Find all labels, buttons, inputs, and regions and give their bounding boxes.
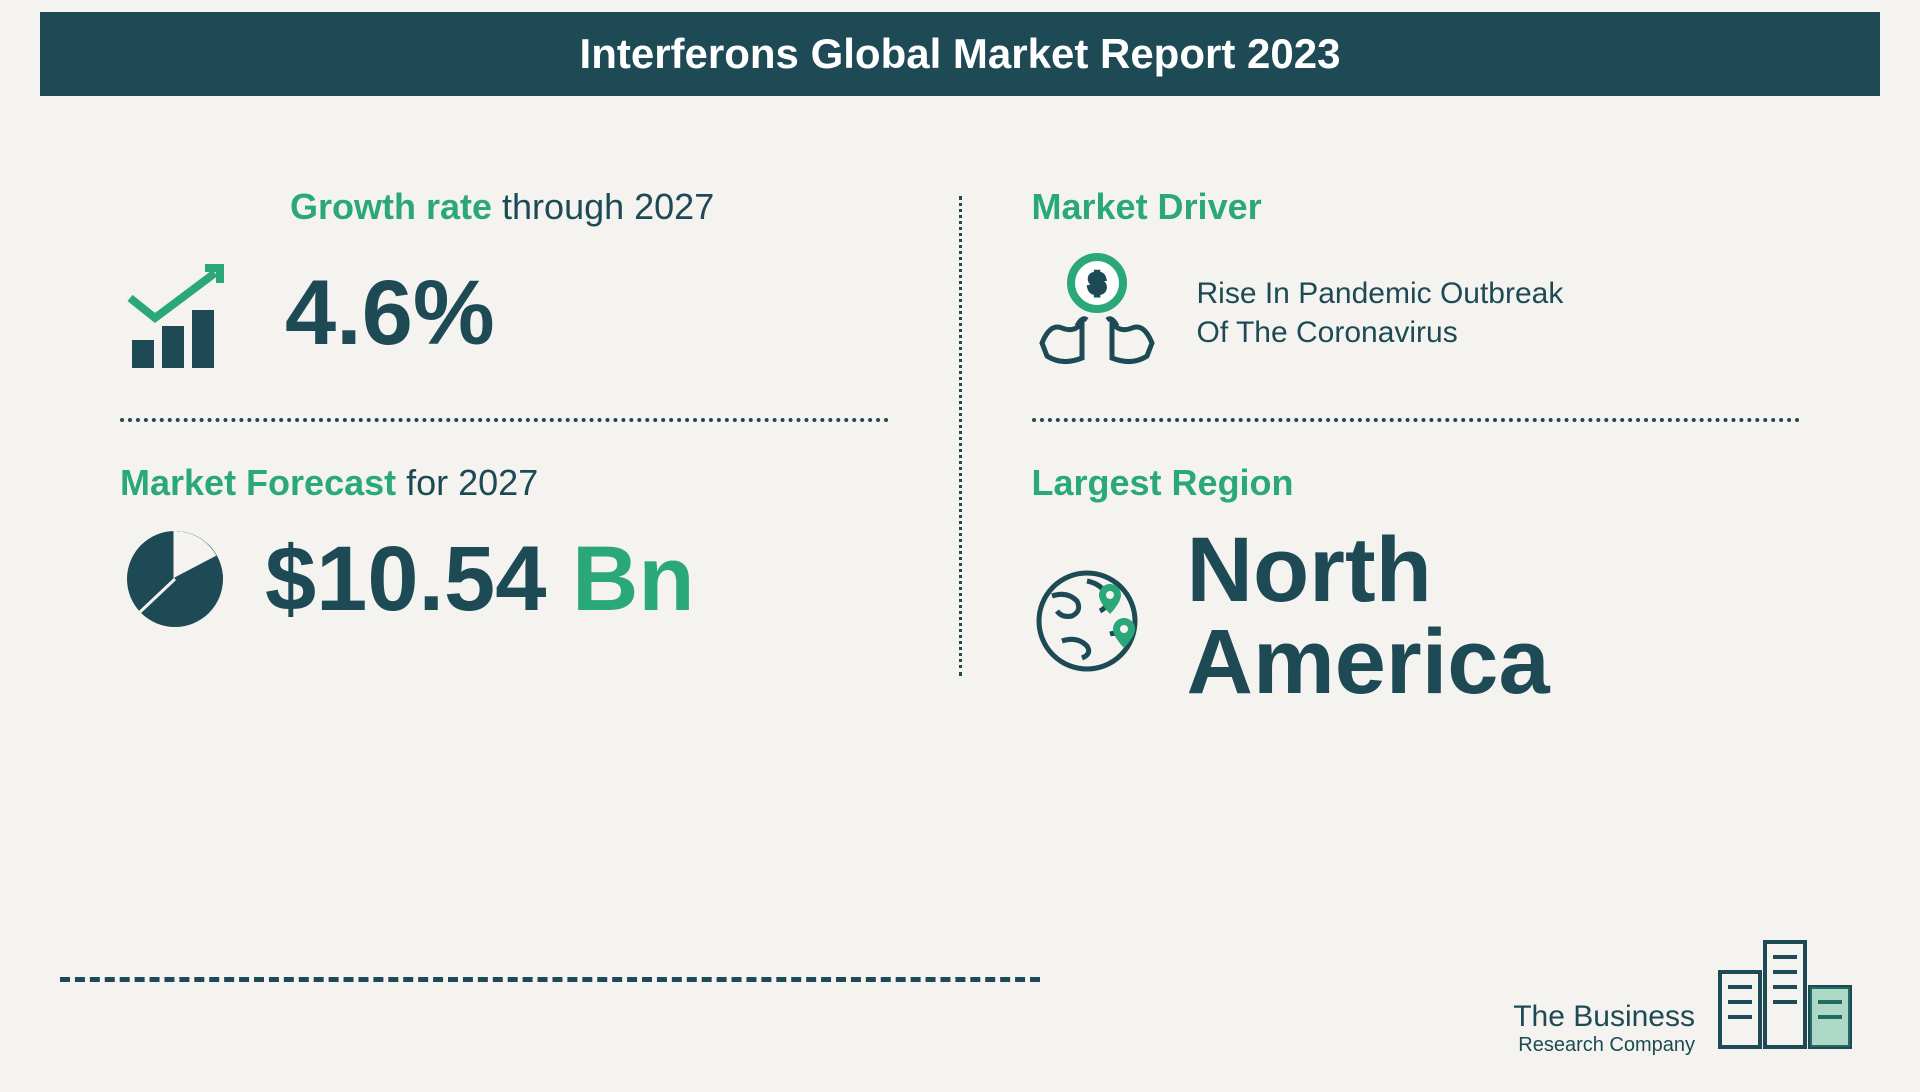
forecast-section: Market Forecast for 2027 $10.54 Bn (120, 462, 889, 634)
hands-coin-icon: $ (1032, 248, 1162, 378)
vertical-divider (959, 196, 962, 676)
growth-title: Growth rate through 2027 (290, 186, 889, 228)
left-column: Growth rate through 2027 4.6% (120, 186, 889, 738)
driver-title: Market Driver (1032, 186, 1801, 228)
forecast-value: $10.54 Bn (265, 533, 695, 625)
forecast-value-number: $10.54 (265, 528, 546, 630)
growth-label-accent: Growth rate (290, 186, 492, 227)
forecast-title: Market Forecast for 2027 (120, 462, 889, 504)
bottom-dashed-divider (60, 977, 1040, 982)
buildings-icon (1710, 932, 1860, 1057)
forecast-value-unit: Bn (546, 528, 694, 630)
region-title: Largest Region (1032, 462, 1801, 504)
region-value-line1: North (1187, 524, 1550, 616)
logo-area: The Business Research Company (1513, 932, 1860, 1057)
dotted-divider-left (120, 418, 889, 422)
logo-line2: Research Company (1513, 1034, 1695, 1057)
dotted-divider-right (1032, 418, 1801, 422)
forecast-label-accent: Market Forecast (120, 462, 396, 503)
region-value-line2: America (1187, 616, 1550, 708)
region-label: Largest Region (1032, 462, 1294, 503)
globe-pin-icon (1032, 556, 1152, 676)
header-title: Interferons Global Market Report 2023 (580, 30, 1341, 77)
driver-text: Rise In Pandemic Outbreak Of The Coronav… (1197, 274, 1597, 352)
right-column: Market Driver $ (1032, 186, 1801, 738)
forecast-label-muted: for 2027 (396, 462, 538, 503)
main-content: Growth rate through 2027 4.6% (0, 96, 1920, 738)
region-value: North America (1187, 524, 1550, 708)
header-banner: Interferons Global Market Report 2023 (40, 12, 1880, 96)
growth-value: 4.6% (285, 267, 495, 359)
driver-section: Market Driver $ (1032, 186, 1801, 378)
driver-label: Market Driver (1032, 186, 1262, 227)
region-section: Largest Region (1032, 462, 1801, 708)
growth-section: Growth rate through 2027 4.6% (120, 186, 889, 378)
logo-line1: The Business (1513, 1000, 1695, 1034)
svg-text:$: $ (1089, 268, 1105, 299)
growth-label-muted: through 2027 (492, 186, 714, 227)
pie-chart-icon (120, 524, 230, 634)
growth-chart-icon (120, 248, 250, 378)
